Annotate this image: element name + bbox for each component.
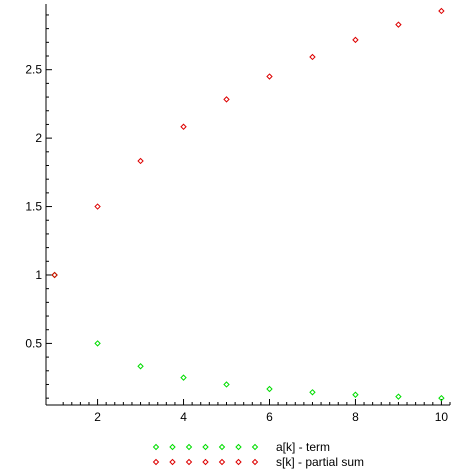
- legend-marker: [202, 458, 209, 466]
- legend-marker: [218, 443, 226, 451]
- data-point: [51, 271, 58, 279]
- x-tick-label: 2: [94, 410, 101, 424]
- legend-label: a[k] - term: [276, 440, 330, 454]
- legend-marker: [185, 458, 193, 466]
- legend-marker: [251, 443, 259, 451]
- legend-marker: [235, 443, 242, 451]
- series-1: [51, 7, 445, 279]
- legend-marker: [251, 458, 259, 466]
- data-point: [51, 271, 58, 279]
- data-points: [51, 7, 445, 402]
- y-tick-label: 0.5: [25, 336, 42, 350]
- x-tick-label: 6: [266, 410, 273, 424]
- data-point: [395, 393, 402, 400]
- data-point: [137, 157, 144, 165]
- data-point: [180, 374, 187, 381]
- legend-marker: [169, 443, 176, 451]
- y-tick-label: 2.5: [25, 63, 42, 77]
- data-point: [223, 96, 230, 103]
- legend-marker: [169, 458, 176, 466]
- x-tick-label: 4: [180, 410, 187, 424]
- data-point: [438, 394, 445, 402]
- y-tick-label: 1: [35, 268, 42, 282]
- legend-marker: [218, 458, 226, 466]
- data-point: [137, 363, 144, 370]
- legend-label: s[k] - partial sum: [276, 455, 364, 469]
- data-point: [395, 21, 402, 28]
- series-0: [51, 271, 445, 402]
- data-point: [309, 53, 316, 61]
- data-point: [94, 203, 101, 210]
- y-tick-label: 2: [35, 131, 42, 145]
- x-tick-label: 8: [352, 410, 359, 424]
- data-point: [438, 7, 445, 15]
- legend-item-1: s[k] - partial sum: [152, 455, 364, 469]
- legend-marker: [185, 443, 193, 451]
- y-ticks: 0.5 1 1.5 2 2.5: [25, 14, 52, 399]
- data-point: [223, 381, 230, 388]
- data-point: [266, 385, 273, 393]
- legend-marker: [152, 458, 160, 466]
- data-point: [309, 389, 316, 396]
- legend-marker: [152, 443, 160, 451]
- data-point: [266, 73, 273, 80]
- data-point: [94, 340, 101, 347]
- legend-marker: [235, 458, 242, 466]
- data-point: [352, 391, 359, 398]
- data-point: [352, 36, 359, 44]
- legend-marker: [202, 443, 209, 451]
- data-point: [180, 123, 187, 130]
- y-tick-label: 1.5: [25, 200, 42, 214]
- x-tick-label: 10: [435, 410, 449, 424]
- legend-item-0: a[k] - term: [152, 440, 330, 454]
- x-ticks: 2 4 6 8 10: [62, 399, 451, 424]
